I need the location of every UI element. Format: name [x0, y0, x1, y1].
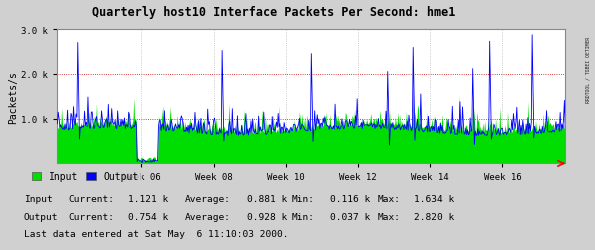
Text: 1.634 k: 1.634 k — [414, 194, 454, 203]
Text: 1.121 k: 1.121 k — [128, 194, 168, 203]
Legend: Input, Output: Input, Output — [29, 168, 142, 184]
Text: Max:: Max: — [378, 194, 401, 203]
Text: Quarterly host10 Interface Packets Per Second: hme1: Quarterly host10 Interface Packets Per S… — [92, 6, 455, 19]
Text: Current:: Current: — [68, 212, 114, 221]
Y-axis label: Packets/s: Packets/s — [8, 70, 18, 123]
Text: 0.928 k: 0.928 k — [247, 212, 287, 221]
Text: Max:: Max: — [378, 212, 401, 221]
Text: Min:: Min: — [292, 194, 315, 203]
Text: RRDTOOL / TOBEI OETIMER: RRDTOOL / TOBEI OETIMER — [585, 37, 590, 103]
Text: 0.116 k: 0.116 k — [330, 194, 371, 203]
Text: 0.754 k: 0.754 k — [128, 212, 168, 221]
Text: Last data entered at Sat May  6 11:10:03 2000.: Last data entered at Sat May 6 11:10:03 … — [24, 229, 289, 238]
Text: Output: Output — [24, 212, 58, 221]
Text: Average:: Average: — [184, 194, 230, 203]
Text: Average:: Average: — [184, 212, 230, 221]
Text: 0.037 k: 0.037 k — [330, 212, 371, 221]
Text: Input: Input — [24, 194, 52, 203]
Text: Min:: Min: — [292, 212, 315, 221]
Text: 2.820 k: 2.820 k — [414, 212, 454, 221]
Text: 0.881 k: 0.881 k — [247, 194, 287, 203]
Text: Current:: Current: — [68, 194, 114, 203]
